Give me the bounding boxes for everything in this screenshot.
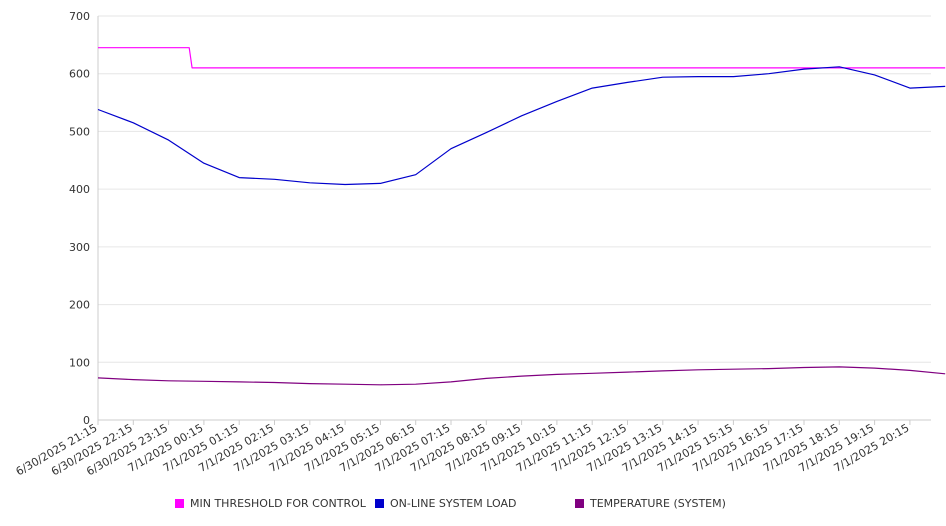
y-tick-label-100: 100 [69,356,90,369]
legend-swatch-min-threshold [175,499,184,508]
legend-item-temperature[interactable]: TEMPERATURE (SYSTEM) [575,497,726,510]
legend: MIN THRESHOLD FOR CONTROL ON-LINE SYSTEM… [0,497,946,515]
y-tick-label-0: 0 [83,414,90,427]
legend-label-temperature: TEMPERATURE (SYSTEM) [590,497,726,510]
series-temperature [97,366,946,386]
series-min-threshold [98,47,946,69]
y-tick-label-400: 400 [69,183,90,196]
y-tick-label-700: 700 [69,10,90,23]
y-tick-labels: 0 100 200 300 400 500 600 700 [69,10,90,427]
legend-swatch-system-load [375,499,384,508]
legend-label-min-threshold: MIN THRESHOLD FOR CONTROL [190,497,366,510]
y-tick-label-200: 200 [69,299,90,312]
series-system-load [97,66,946,186]
legend-label-system-load: ON-LINE SYSTEM LOAD [390,497,517,510]
y-tick-label-500: 500 [69,125,90,138]
legend-item-min-threshold[interactable]: MIN THRESHOLD FOR CONTROL [175,497,366,510]
series-lines [97,47,946,386]
grid-lines [98,15,931,363]
legend-swatch-temperature [575,499,584,508]
legend-item-system-load[interactable]: ON-LINE SYSTEM LOAD [375,497,516,510]
x-tick-labels: 6/30/2025 21:156/30/2025 22:156/30/2025 … [14,421,912,478]
y-tick-label-300: 300 [69,241,90,254]
axes [97,16,931,425]
y-tick-label-600: 600 [69,68,90,81]
